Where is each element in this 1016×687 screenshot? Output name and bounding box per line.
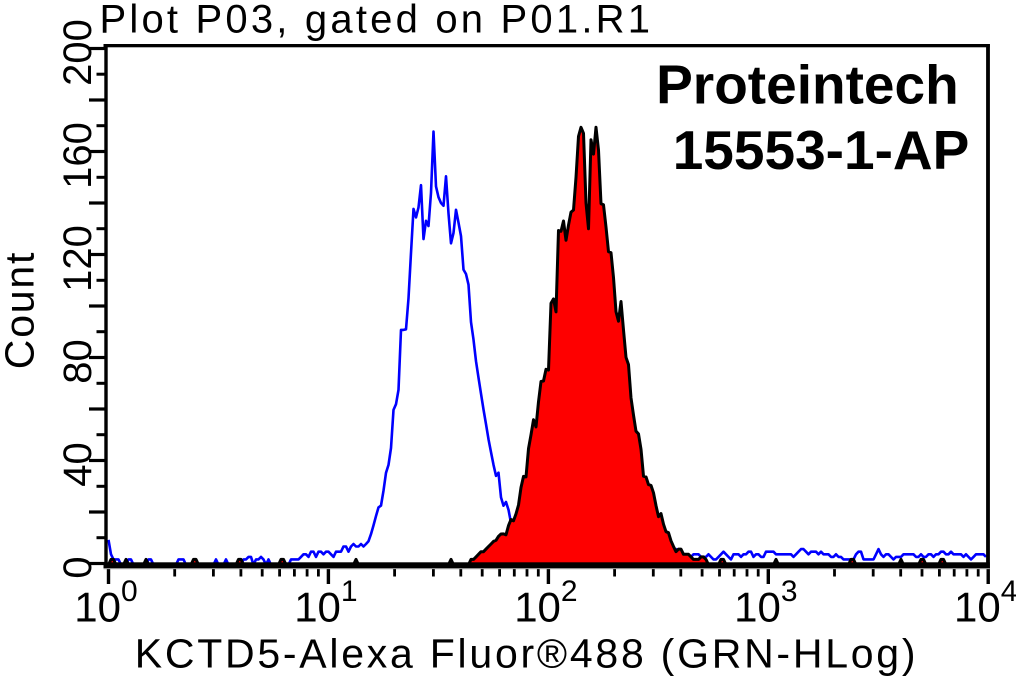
- svg-text:200: 200: [56, 19, 100, 86]
- svg-text:0: 0: [56, 556, 100, 578]
- svg-text:Proteintech: Proteintech: [656, 54, 959, 116]
- svg-text:15553-1-AP: 15553-1-AP: [673, 119, 970, 181]
- svg-text:Count: Count: [0, 251, 43, 369]
- svg-text:Plot P03, gated on P01.R1: Plot P03, gated on P01.R1: [100, 0, 654, 42]
- svg-text:40: 40: [56, 442, 100, 487]
- svg-text:160: 160: [56, 122, 100, 189]
- svg-text:KCTD5-Alexa Fluor®488 (GRN-HLo: KCTD5-Alexa Fluor®488 (GRN-HLog): [135, 631, 919, 677]
- svg-text:120: 120: [56, 225, 100, 292]
- svg-text:80: 80: [56, 339, 100, 384]
